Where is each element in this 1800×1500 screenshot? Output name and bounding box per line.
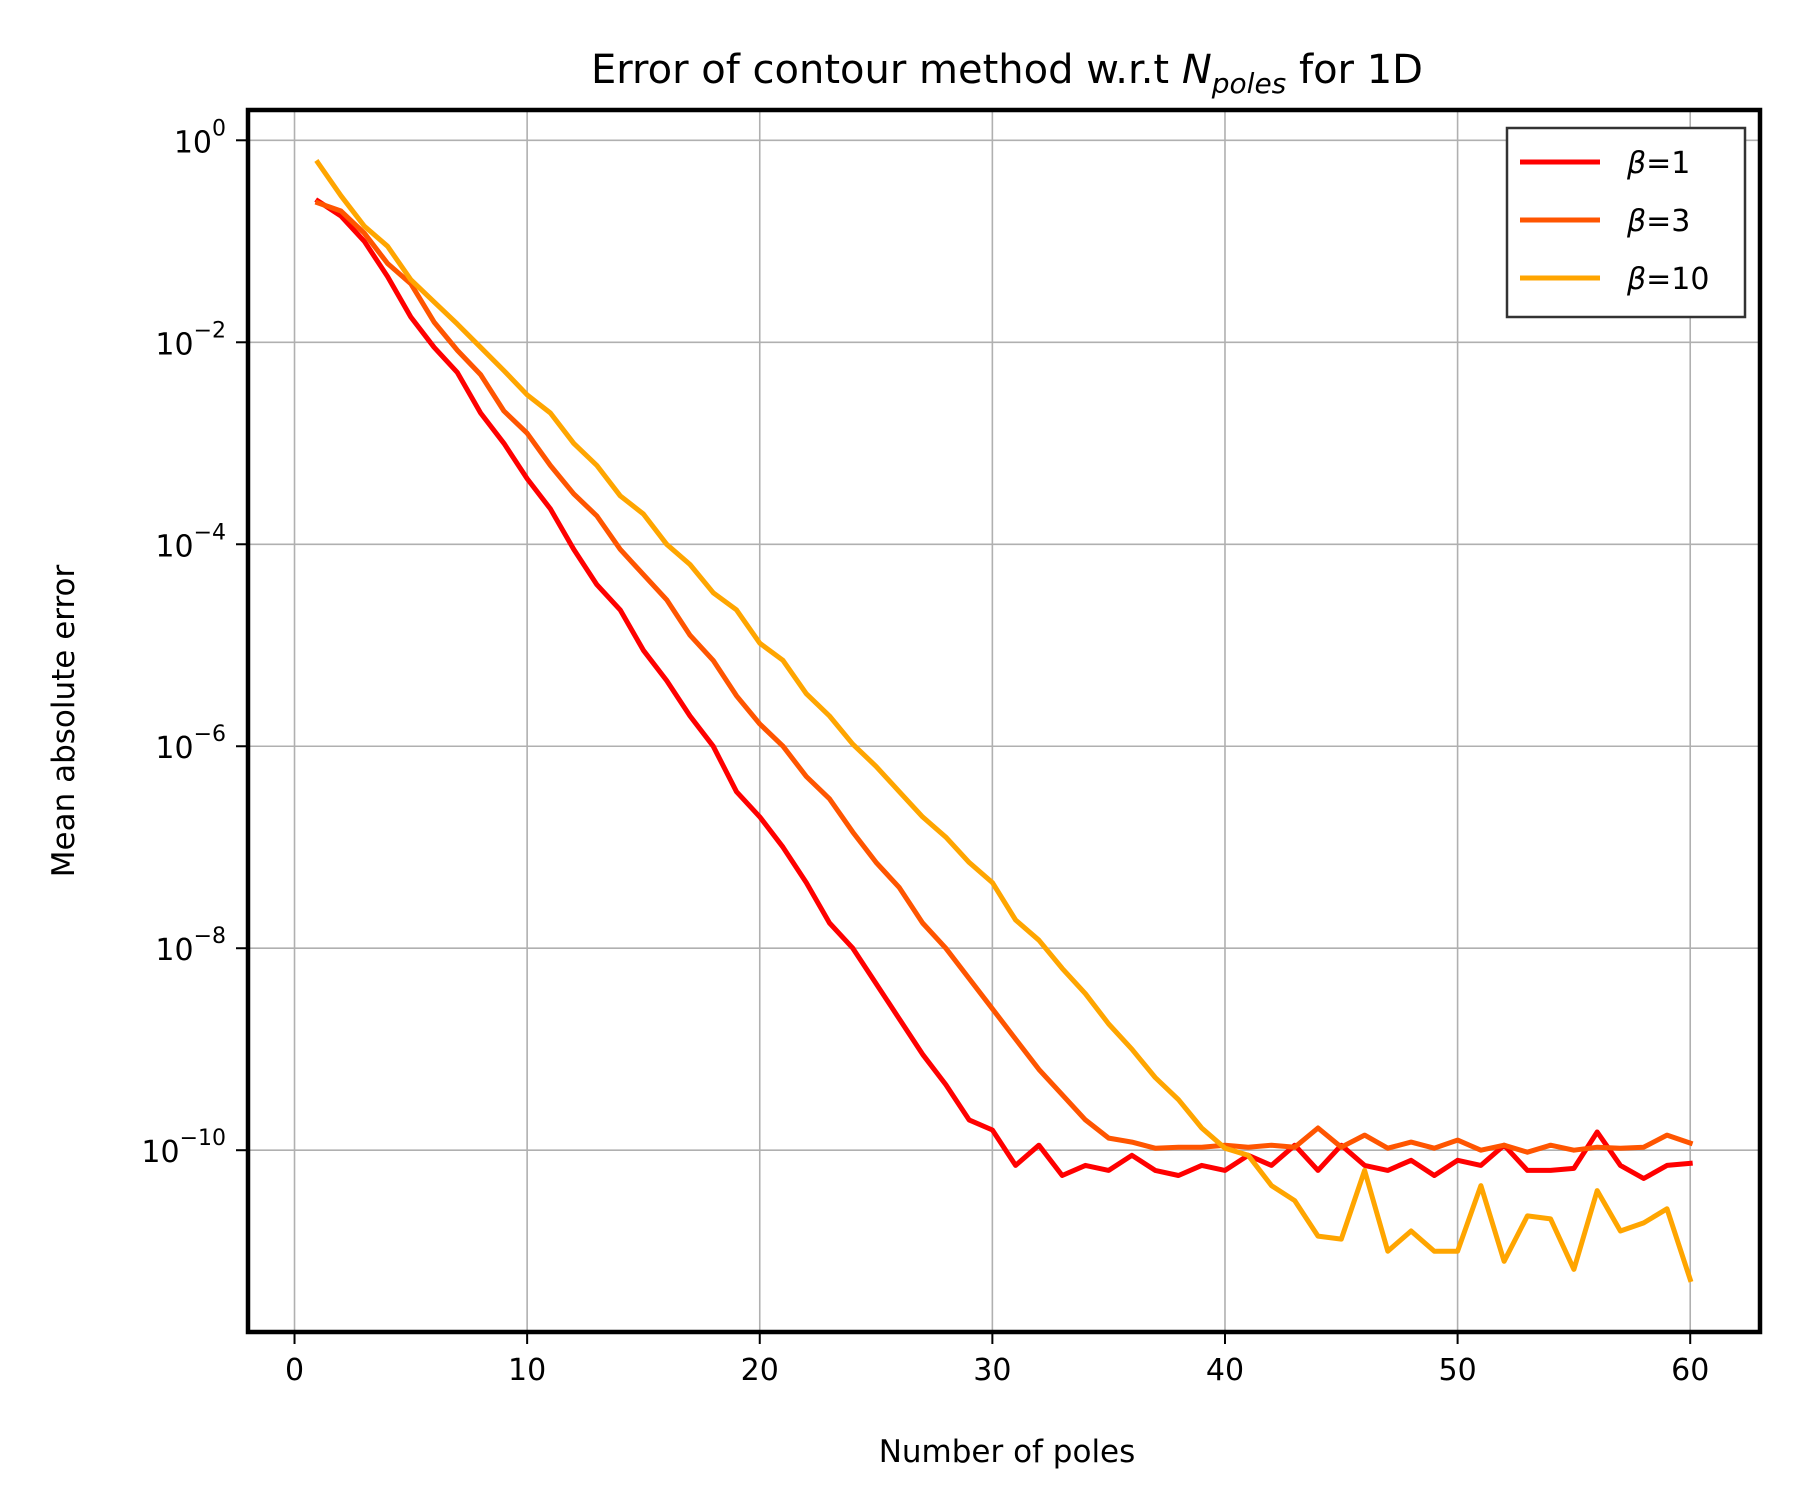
y-tick-exponent: −2 (194, 318, 226, 343)
y-tick-exponent: −8 (194, 924, 226, 949)
y-tick-exponent: 0 (212, 116, 226, 141)
y-tick-label: 10−4 (155, 520, 226, 564)
legend-symbol: β (1626, 262, 1646, 297)
legend-symbol: β (1626, 204, 1646, 239)
series-line (314, 199, 1694, 1155)
legend-label: β=1 (1626, 146, 1690, 181)
y-tick-base: 10 (155, 529, 193, 564)
series-line (314, 197, 1693, 1181)
x-axis-ticks: 0 10 20 30 40 50 60 (285, 1332, 1709, 1388)
x-tick-label: 0 (285, 1353, 304, 1388)
y-tick-label: 10−8 (155, 924, 226, 968)
chart-title: Error of contour method w.r.t Npoles for… (591, 47, 1423, 100)
x-axis-label: Number of poles (879, 1434, 1136, 1470)
y-tick-base: 10 (174, 125, 212, 160)
y-tick-exponent: −6 (194, 722, 226, 747)
y-tick-base: 10 (155, 327, 193, 362)
title-symbol: N (1182, 47, 1212, 93)
y-tick-label: 10−6 (155, 722, 226, 766)
legend-value: =1 (1646, 146, 1690, 181)
title-subscript: poles (1211, 67, 1287, 100)
x-tick-label: 20 (741, 1353, 779, 1388)
series-line (314, 159, 1694, 1283)
y-tick-exponent: −4 (194, 520, 226, 545)
legend-symbol: β (1626, 146, 1646, 181)
y-tick-base: 10 (155, 731, 193, 766)
legend-label: β=10 (1626, 262, 1709, 297)
title-prefix: Error of contour method w.r.t (591, 47, 1182, 93)
x-tick-label: 50 (1439, 1353, 1477, 1388)
x-tick-label: 60 (1671, 1353, 1709, 1388)
x-tick-label: 30 (973, 1353, 1011, 1388)
title-suffix: for 1D (1286, 47, 1423, 93)
legend: β=1β=3β=10 (1505, 126, 1747, 319)
x-tick-label: 40 (1206, 1353, 1244, 1388)
y-tick-base: 10 (141, 1135, 179, 1170)
y-axis-label: Mean absolute error (46, 564, 82, 877)
plot-area-frame (245, 107, 1763, 1335)
y-tick-label: 100 (174, 116, 226, 160)
legend-value: =10 (1646, 262, 1709, 297)
y-tick-label: 10−10 (141, 1126, 226, 1170)
x-tick-label: 10 (508, 1353, 546, 1388)
legend-value: =3 (1646, 204, 1690, 239)
legend-label: β=3 (1626, 204, 1690, 239)
y-tick-exponent: −10 (180, 1126, 226, 1151)
legend-entries: β=1β=3β=10 (1520, 146, 1709, 297)
y-tick-label: 10−2 (155, 318, 226, 362)
y-tick-base: 10 (155, 933, 193, 968)
series-layer (314, 159, 1694, 1283)
